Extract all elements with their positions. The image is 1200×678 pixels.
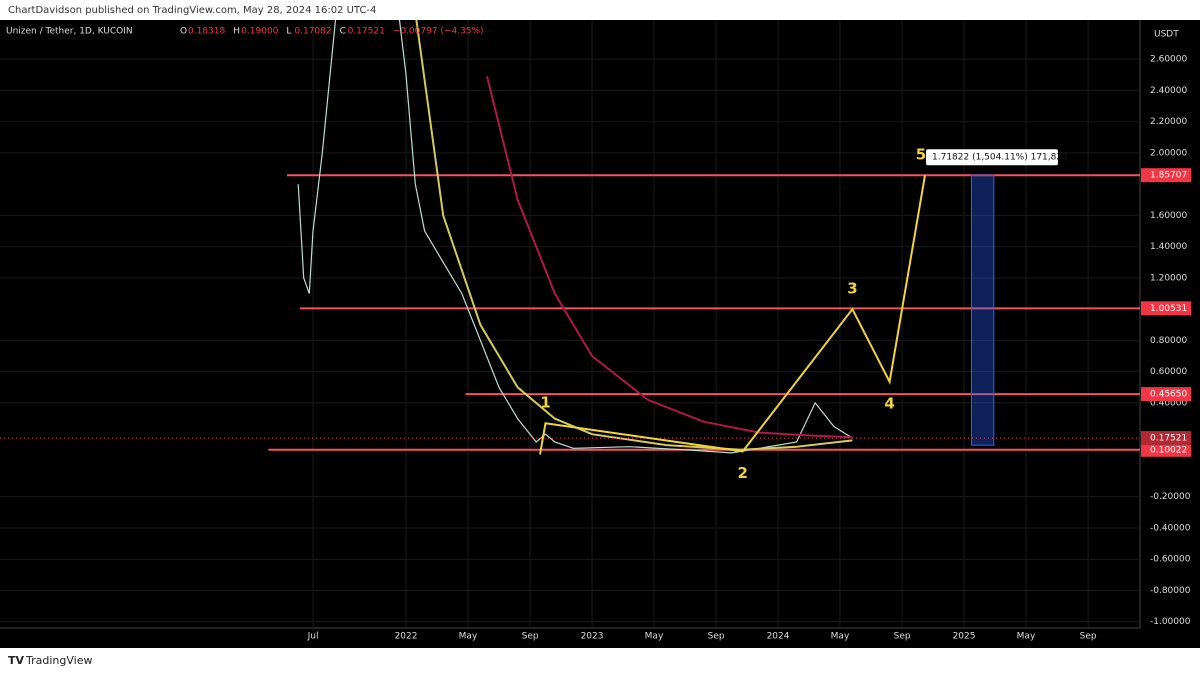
quote-key: C [340,27,346,37]
publisher: ChartDavidson published on TradingView.c… [8,5,376,16]
level-label: 1.00531 [1150,304,1187,314]
wave-label: 2 [737,464,747,482]
measure-label: 1.71822 (1,504.11%) 171,822 [932,153,1068,163]
x-tick-label: May [645,632,664,642]
y-tick-label: 1.20000 [1150,273,1187,283]
y-tick-label: 2.40000 [1150,86,1187,96]
wave-line [539,175,926,455]
x-tick-label: Sep [894,632,911,642]
y-tick-label: 0.40000 [1150,398,1187,408]
symbol-title: Unizen / Tether, 1D, KUCOIN [6,27,133,37]
x-tick-label: 2023 [581,632,604,642]
wave-label: 5 [916,146,926,164]
y-tick-label: -0.60000 [1150,555,1191,565]
level-label: 1.85707 [1150,171,1187,181]
quote-value: 0.18318 [188,27,225,37]
quote-key: O [180,27,187,37]
y-tick-label: -0.20000 [1150,492,1191,502]
y-tick-label: -0.80000 [1150,586,1191,596]
x-tick-label: 2024 [767,632,790,642]
background [0,20,1200,648]
level-tag [1141,168,1191,183]
wave-label: 1 [540,394,550,412]
y-tick-label: 2.20000 [1150,117,1187,127]
quote-value: 0.19000 [241,27,278,37]
x-tick-label: Sep [708,632,725,642]
y-tick-label: 2.00000 [1150,148,1187,158]
level-label: 0.10022 [1150,445,1187,455]
y-tick-label: 2.60000 [1150,55,1187,65]
quote-value: 0.17521 [348,27,385,37]
x-tick-label: May [831,632,850,642]
quote-key: H [233,27,240,37]
price-line [486,76,853,439]
last-price-label: 0.17521 [1150,434,1187,444]
quote-value: −0.00797 (−4.35%) [393,27,484,37]
x-tick-label: Sep [1080,632,1097,642]
y-tick-label: 0.60000 [1150,367,1187,377]
level-tag [1141,442,1191,457]
logo-mark: TV [8,654,25,667]
x-tick-label: May [459,632,478,642]
quote-key: L [286,27,291,37]
level-tag [1141,301,1191,316]
price-line [297,20,853,454]
x-tick-label: Jul [307,632,319,642]
level-tag [1141,387,1191,402]
wave-label: 3 [847,280,857,298]
y-tick-label: -1.00000 [1150,617,1191,627]
y-tick-label: 1.60000 [1150,211,1187,221]
x-tick-label: 2022 [395,632,418,642]
quote-value: 0.17082 [294,27,331,37]
last-price-tag [1141,431,1191,446]
plot [0,20,1140,628]
y-tick-label: -0.40000 [1150,523,1191,533]
measure-label-bg [926,149,1058,166]
y-tick-label: 0.80000 [1150,336,1187,346]
measure-range [970,174,995,446]
level-label: 0.45650 [1150,390,1187,400]
x-tick-label: 2025 [953,632,976,642]
footer-logo: TradingView [25,654,92,667]
x-tick-label: May [1017,632,1036,642]
wave-label: 4 [884,394,894,412]
currency: USDT [1154,30,1179,40]
x-tick-label: Sep [522,632,539,642]
y-tick-label: 1.40000 [1150,242,1187,252]
